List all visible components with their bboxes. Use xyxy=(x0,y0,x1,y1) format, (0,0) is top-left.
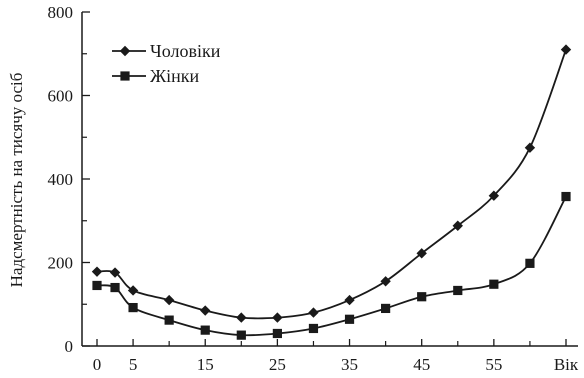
square-marker xyxy=(200,325,210,335)
legend-item: Жінки xyxy=(112,66,200,86)
x-ticks: 0 5 15 25 35 45 55 Вік xyxy=(93,339,579,374)
diamond-marker xyxy=(200,305,211,316)
legend: Чоловіки Жінки xyxy=(112,41,221,86)
legend-item: Чоловіки xyxy=(112,41,221,61)
y-tick-label: 0 xyxy=(65,337,74,356)
series-layer xyxy=(91,44,572,340)
y-axis-label: Надсмертність на тисячу осіб xyxy=(7,73,26,288)
square-marker xyxy=(344,314,355,324)
legend-label: Чоловіки xyxy=(150,41,221,61)
diamond-marker xyxy=(109,267,121,278)
square-marker xyxy=(417,292,427,302)
plot-frame xyxy=(81,12,578,347)
x-tick-label: Вік xyxy=(554,355,579,374)
square-marker xyxy=(453,285,463,296)
square-marker xyxy=(308,323,319,334)
diamond-marker xyxy=(344,294,355,306)
square-marker xyxy=(381,303,391,314)
y-tick-label: 600 xyxy=(48,87,74,106)
x-tick-label: 0 xyxy=(93,355,102,374)
x-tick-label: 35 xyxy=(341,355,358,374)
diamond-marker xyxy=(308,307,319,318)
diamond-marker xyxy=(416,248,427,259)
diamond-marker xyxy=(127,285,139,296)
diamond-marker xyxy=(163,294,175,306)
y-tick-label: 400 xyxy=(48,170,74,189)
legend-label: Жінки xyxy=(150,66,200,86)
y-tick-label: 200 xyxy=(48,254,74,273)
square-marker xyxy=(120,71,130,81)
diamond-marker xyxy=(560,44,572,55)
x-tick-label: 25 xyxy=(269,355,286,374)
diamond-marker xyxy=(380,276,391,287)
square-marker xyxy=(92,280,102,291)
x-tick-label: 45 xyxy=(413,355,430,374)
diamond-marker xyxy=(452,220,463,231)
square-marker xyxy=(561,191,571,202)
square-marker xyxy=(489,279,499,289)
series-men xyxy=(91,44,572,323)
y-tick-label: 800 xyxy=(48,3,74,22)
diamond-marker xyxy=(524,142,536,153)
square-marker xyxy=(236,330,246,340)
diamond-marker xyxy=(488,190,500,201)
square-marker xyxy=(525,258,535,268)
diamond-marker xyxy=(236,312,247,323)
x-tick-label: 55 xyxy=(485,355,502,374)
square-marker xyxy=(164,315,174,325)
series-line xyxy=(96,196,567,337)
diamond-marker xyxy=(272,312,283,323)
y-ticks: 0 200 400 600 800 xyxy=(48,3,90,356)
x-tick-label: 5 xyxy=(129,355,138,374)
square-marker xyxy=(110,282,120,293)
square-marker xyxy=(272,328,282,339)
square-marker xyxy=(128,302,138,313)
diamond-marker xyxy=(119,45,131,57)
x-tick-label: 15 xyxy=(197,355,214,374)
diamond-marker xyxy=(91,266,103,277)
series-women xyxy=(92,191,571,340)
series-line xyxy=(96,49,567,320)
